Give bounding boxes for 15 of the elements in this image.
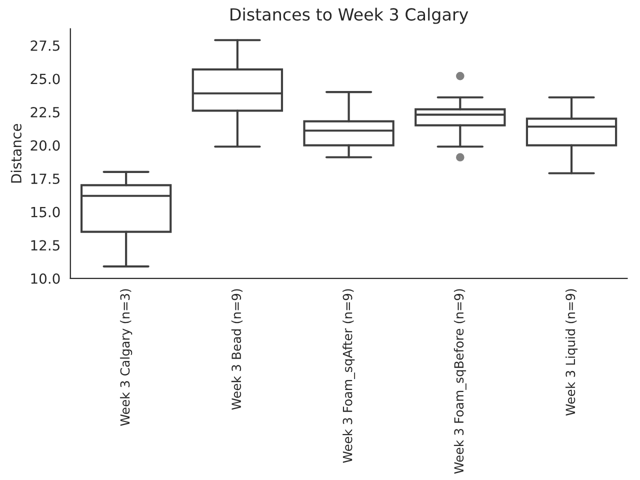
y-tick-label: 10.0 [31, 273, 60, 284]
x-tick-label: Week 3 Foam_sqBefore (n=9) [454, 289, 466, 474]
x-tick-label: Week 3 Liquid (n=9) [565, 289, 578, 416]
y-tick-label: 17.5 [31, 174, 60, 184]
y-tick-label: 25.0 [30, 74, 60, 84]
y-tick-label: 20.0 [30, 140, 60, 151]
y-tick-label: 27.5 [30, 40, 60, 51]
x-tick-label: Week 3 Calgary (n=3) [120, 289, 132, 426]
y-axis-title: Distance [10, 124, 22, 183]
x-tick-label: Week 3 Bead (n=9) [231, 289, 243, 410]
y-tick-label: 12.5 [31, 240, 60, 251]
chart-title: Distances to Week 3 Calgary [230, 8, 468, 24]
y-tick-label: 22.5 [30, 106, 60, 118]
x-tick-label: Week 3 Foam_sqAfter (n=9) [342, 289, 356, 463]
y-tick-label: 15.0 [31, 206, 60, 218]
